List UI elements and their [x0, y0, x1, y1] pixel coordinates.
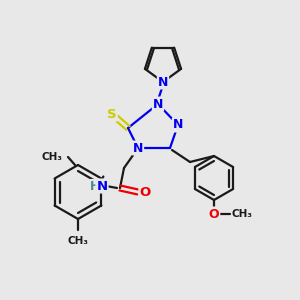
Text: CH₃: CH₃ [41, 152, 62, 162]
Text: H: H [90, 179, 100, 193]
Text: N: N [133, 142, 143, 154]
Text: O: O [209, 208, 219, 220]
Text: CH₃: CH₃ [232, 209, 253, 219]
Text: N: N [153, 98, 163, 110]
Text: S: S [107, 107, 117, 121]
Text: N: N [158, 76, 168, 88]
Text: N: N [173, 118, 183, 131]
Text: N: N [96, 179, 108, 193]
Text: O: O [140, 185, 151, 199]
Text: CH₃: CH₃ [68, 236, 88, 246]
